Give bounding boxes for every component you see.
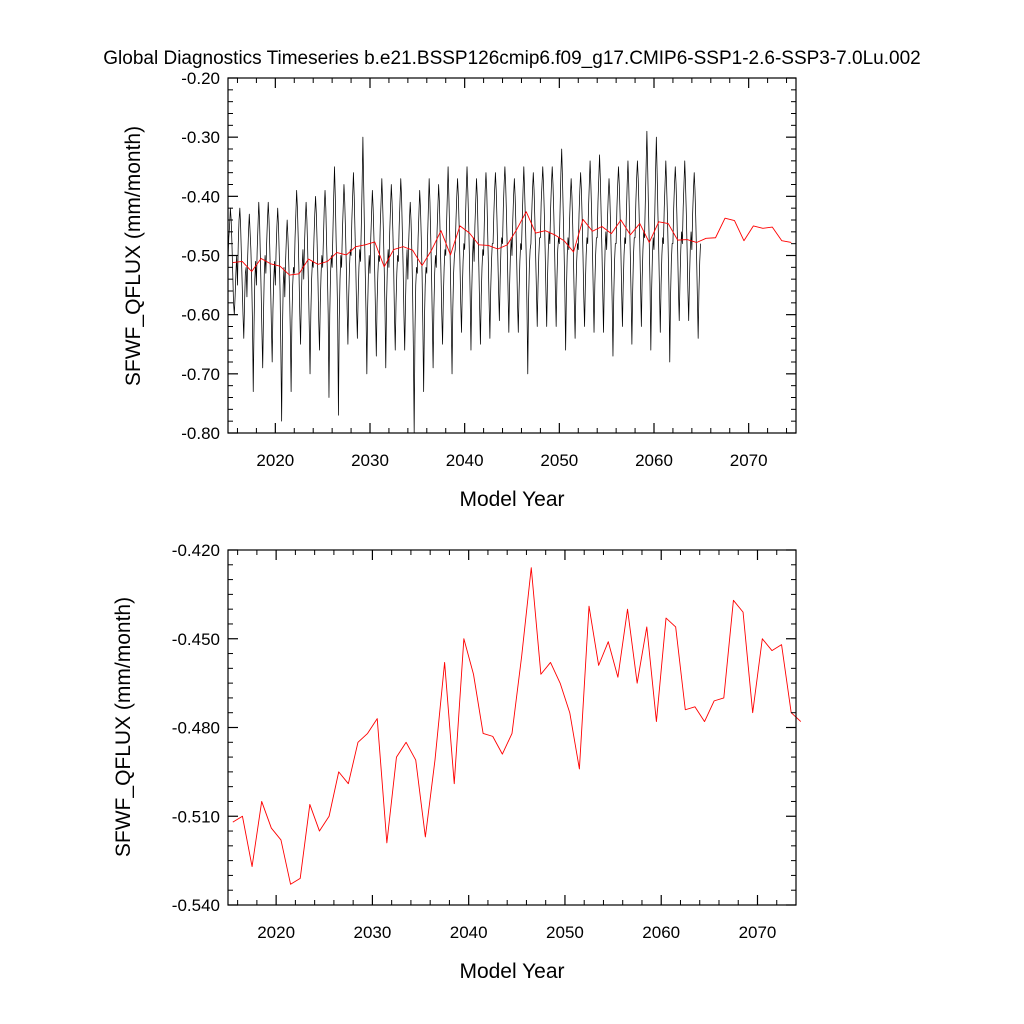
bottom-panel: SFWF_QFLUX (mm/month) Model Year -0.540 -… xyxy=(112,541,802,983)
top-xtick-label: 2030 xyxy=(351,451,389,470)
top-series-annual-mean-line xyxy=(232,211,792,276)
bottom-xtick-label: 2020 xyxy=(257,923,295,942)
top-ytick-label: -0.60 xyxy=(181,306,220,325)
top-panel: SFWF_QFLUX (mm/month) Model Year -0.80 -0… xyxy=(122,69,797,511)
bottom-ytick-label: -0.510 xyxy=(172,807,220,826)
bottom-xtick-label: 2050 xyxy=(546,923,584,942)
top-xtick-label: 2050 xyxy=(540,451,578,470)
top-ytick-label: -0.80 xyxy=(181,424,220,443)
bottom-series-annual-mean-line xyxy=(232,567,802,885)
top-ytick-label: -0.70 xyxy=(181,365,220,384)
top-ylabel: SFWF_QFLUX (mm/month) xyxy=(122,126,145,386)
top-xtick-label: 2040 xyxy=(446,451,484,470)
bottom-xtick-label: 2060 xyxy=(642,923,680,942)
top-xtick-label: 2070 xyxy=(730,451,768,470)
chart-title: Global Diagnostics Timeseries b.e21.BSSP… xyxy=(103,48,920,69)
bottom-ylabel: SFWF_QFLUX (mm/month) xyxy=(112,597,135,857)
bottom-ytick-label: -0.540 xyxy=(172,896,220,915)
bottom-ytick-label: -0.480 xyxy=(172,719,220,738)
bottom-xlabel: Model Year xyxy=(459,960,564,983)
top-series-monthly-line xyxy=(227,130,701,434)
top-xtick-label: 2060 xyxy=(635,451,673,470)
bottom-plot-frame xyxy=(227,549,797,906)
bottom-ytick-label: -0.450 xyxy=(172,630,220,649)
top-xlabel: Model Year xyxy=(459,488,564,511)
top-ytick-label: -0.20 xyxy=(181,69,220,88)
top-ytick-label: -0.40 xyxy=(181,187,220,206)
top-xtick-label: 2020 xyxy=(256,451,294,470)
bottom-xtick-label: 2040 xyxy=(450,923,488,942)
bottom-xtick-label: 2070 xyxy=(739,923,777,942)
bottom-ytick-label: -0.420 xyxy=(172,541,220,560)
bottom-xtick-label: 2030 xyxy=(353,923,391,942)
top-ytick-label: -0.50 xyxy=(181,247,220,266)
top-ytick-label: -0.30 xyxy=(181,128,220,147)
